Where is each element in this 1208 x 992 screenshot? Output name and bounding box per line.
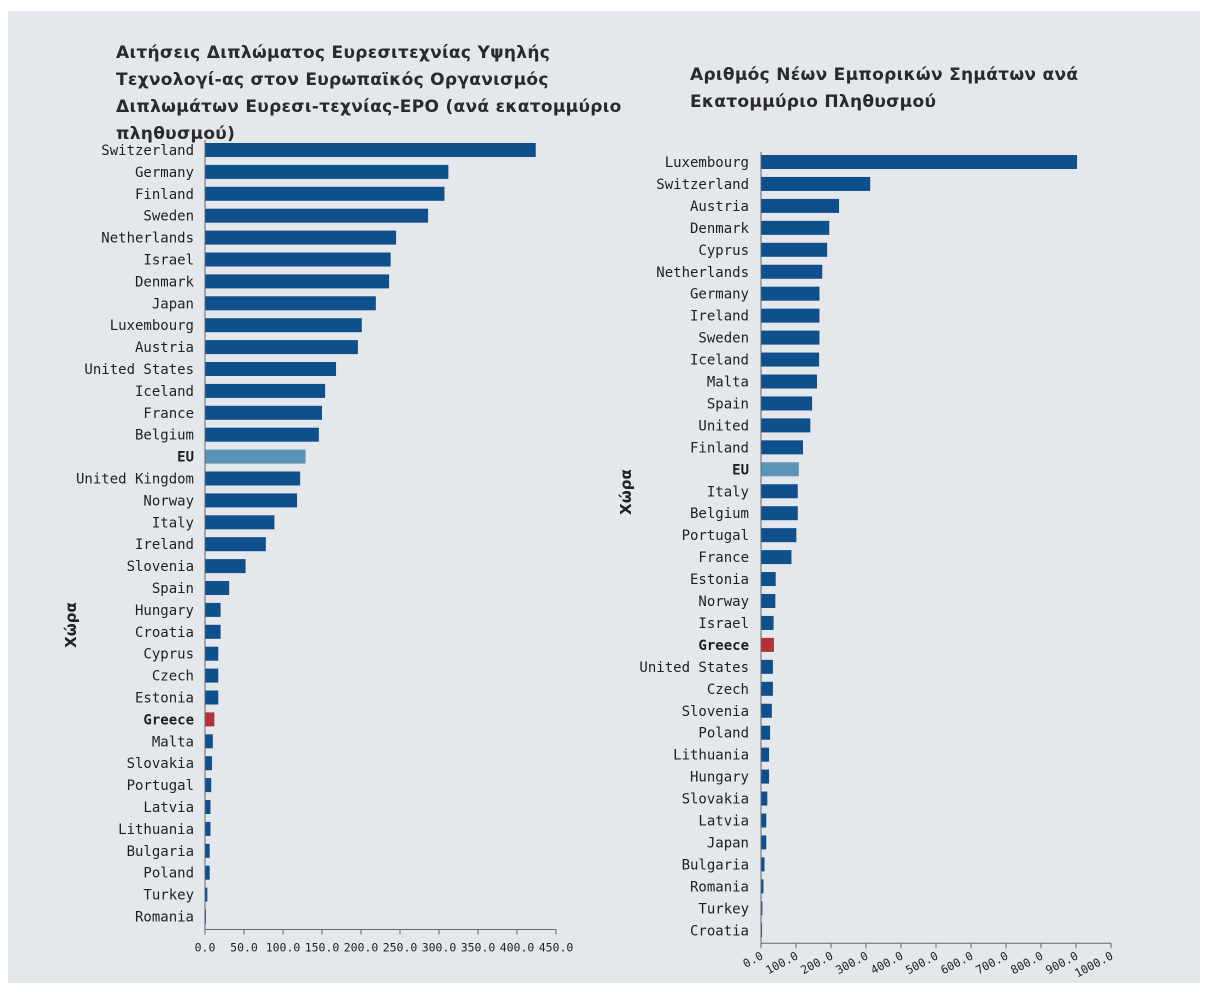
patents-category-label: Israel xyxy=(143,253,194,269)
patents-category-label: Luxembourg xyxy=(110,318,194,334)
patents-category-label: Hungary xyxy=(135,603,194,619)
patents-bar-czech xyxy=(205,668,219,683)
patents-bar-hungary xyxy=(205,602,221,617)
patents-category-label: Slovenia xyxy=(127,559,194,575)
patents-x-tick-label: 300.0 xyxy=(422,940,457,954)
patents-category-label: Norway xyxy=(143,493,194,509)
patents-bar-austria xyxy=(205,340,358,355)
patents-x-tick-label: 50.0 xyxy=(230,940,258,954)
patents-category-label: Ireland xyxy=(135,537,194,553)
patents-x-tick-label: 0.0 xyxy=(195,940,216,954)
patents-x-tick-label: 150.0 xyxy=(305,940,340,954)
patents-category-label: Netherlands xyxy=(101,231,194,247)
patents-category-label: Germany xyxy=(135,165,194,181)
patents-bar-malta xyxy=(205,734,213,749)
patents-category-label: Spain xyxy=(152,581,194,597)
patents-category-label: United States xyxy=(84,362,194,378)
patents-bar-switzerland xyxy=(205,143,536,157)
patents-category-label: Finland xyxy=(135,187,194,203)
patents-bar-slovenia xyxy=(205,559,246,574)
patents-category-label: Malta xyxy=(152,734,194,750)
patents-bar-finland xyxy=(205,186,445,201)
patents-bar-poland xyxy=(205,865,210,880)
patents-x-tick-label: 350.0 xyxy=(461,940,496,954)
patents-bar-estonia xyxy=(205,690,219,705)
patents-bar-lithuania xyxy=(205,821,211,836)
patents-category-label: Denmark xyxy=(135,274,195,290)
patents-bar-iceland xyxy=(205,383,326,398)
patents-category-label: United Kingdom xyxy=(76,472,194,488)
patents-bar-germany xyxy=(205,164,449,179)
patents-bar-norway xyxy=(205,493,298,508)
patents-category-label: France xyxy=(143,406,194,422)
patents-category-label: Japan xyxy=(152,296,194,312)
patents-bar-eu xyxy=(205,449,306,464)
patents-category-label: Czech xyxy=(152,669,194,685)
patents-bar-latvia xyxy=(205,800,211,814)
patents-category-label: Croatia xyxy=(135,625,194,641)
patents-bar-bulgaria xyxy=(205,843,210,858)
patents-x-tick-label: 200.0 xyxy=(344,940,379,954)
patents-bar-greece xyxy=(205,712,215,727)
patents-bar-italy xyxy=(205,515,275,530)
patents-category-label: Sweden xyxy=(143,209,194,225)
patents-x-tick-label: 100.0 xyxy=(266,940,301,954)
patents-x-tick-label: 250.0 xyxy=(383,940,418,954)
patents-category-label: Switzerland xyxy=(101,143,194,159)
patents-category-label: Iceland xyxy=(135,384,194,400)
patents-category-label: Romania xyxy=(135,910,194,926)
patents-bar-france xyxy=(205,405,322,420)
patents-category-label: Cyprus xyxy=(143,647,194,663)
patents-category-label: Austria xyxy=(135,340,194,356)
patents-bar-united-kingdom xyxy=(205,471,301,486)
patents-bar-sweden xyxy=(205,208,429,223)
patents-bar-spain xyxy=(205,581,230,595)
patents-bar-portugal xyxy=(205,778,212,793)
patents-bar-croatia xyxy=(205,624,221,639)
chart-title-trademarks: Αριθμός Νέων Εμπορικών Σημάτων ανά Εκατο… xyxy=(690,65,1079,112)
patents-bar-japan xyxy=(205,296,376,311)
patents-x-tick-label: 400.0 xyxy=(500,940,535,954)
patents-category-label: Bulgaria xyxy=(127,844,194,860)
patents-x-tick-label: 450.0 xyxy=(539,940,574,954)
patents-category-label: Estonia xyxy=(135,691,194,707)
patents-category-label: Italy xyxy=(152,515,194,531)
patents-bar-united-states xyxy=(205,362,337,376)
patents-bar-netherlands xyxy=(205,230,397,245)
patents-bar-cyprus xyxy=(205,646,219,661)
chart-title-patents: Αιτήσεις Διπλώματος Ευρεσιτεχνίας Υψηλής… xyxy=(116,43,622,144)
patents-bar-denmark xyxy=(205,274,390,289)
patents-bar-ireland xyxy=(205,537,266,552)
patents-bar-israel xyxy=(205,252,391,267)
patents-bar-luxembourg xyxy=(205,318,362,333)
patents-category-label: Portugal xyxy=(127,778,194,794)
patents-bar-turkey xyxy=(205,887,208,902)
patents-category-label: Greece xyxy=(143,712,194,728)
patents-category-label: Latvia xyxy=(143,800,194,816)
patents-bar-slovakia xyxy=(205,756,213,771)
patents-category-label: Lithuania xyxy=(118,822,194,838)
patents-category-label: Slovakia xyxy=(127,756,194,772)
patents-bar-belgium xyxy=(205,427,319,442)
patents-category-label: Belgium xyxy=(135,428,194,444)
patents-category-label: EU xyxy=(177,450,194,466)
patents-category-label: Poland xyxy=(143,866,194,882)
patents-category-label: Turkey xyxy=(143,888,194,904)
